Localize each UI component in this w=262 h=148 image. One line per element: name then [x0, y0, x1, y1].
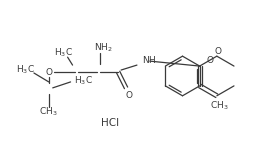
Text: H: H	[148, 56, 155, 65]
Text: O: O	[125, 91, 133, 100]
Text: CH$_3$: CH$_3$	[210, 99, 229, 112]
Text: H$_3$C: H$_3$C	[15, 64, 35, 76]
Text: HCl: HCl	[101, 118, 119, 128]
Text: H$_3$C: H$_3$C	[74, 75, 92, 87]
Text: NH$_2$: NH$_2$	[94, 42, 113, 54]
Text: O: O	[206, 56, 213, 65]
Text: H$_3$C: H$_3$C	[54, 47, 73, 59]
Text: N: N	[142, 56, 149, 65]
Text: CH$_3$: CH$_3$	[40, 105, 58, 118]
Text: O: O	[214, 47, 221, 56]
Text: O: O	[45, 67, 52, 77]
